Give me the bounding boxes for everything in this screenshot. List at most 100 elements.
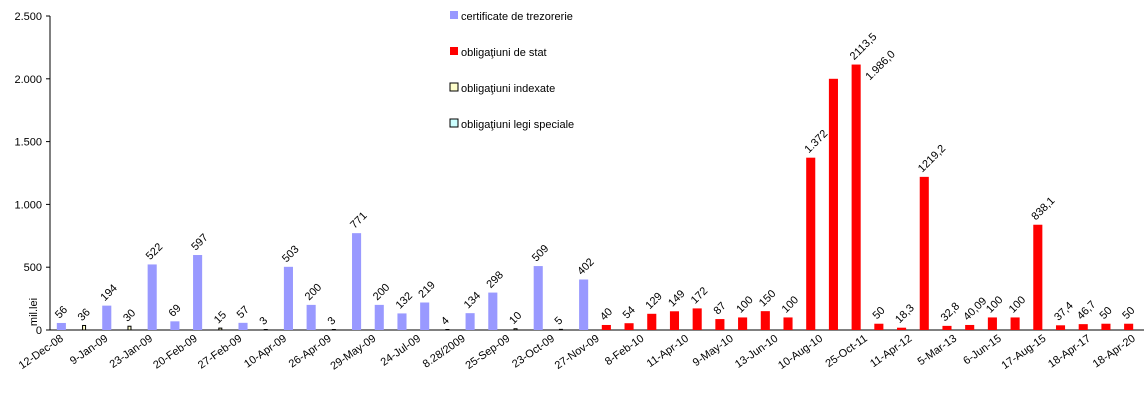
bar-data-label: 54	[621, 304, 638, 321]
bar-data-label: 194	[98, 282, 119, 303]
chart-annotation: 1.986,0	[863, 48, 897, 82]
bar-data-label: 771	[348, 210, 369, 231]
bar	[760, 311, 770, 330]
x-tick-label: 5-Mar-13	[916, 333, 959, 368]
x-tick-label: 20-Feb-09	[151, 333, 199, 372]
x-tick-label: 18-Apr-20	[1091, 333, 1138, 371]
bar	[738, 317, 748, 330]
bar	[851, 64, 861, 330]
bar	[102, 305, 112, 330]
y-tick-label: 1.500	[14, 137, 42, 149]
bar	[897, 327, 907, 330]
bar	[647, 313, 657, 330]
bar	[513, 328, 518, 331]
x-tick-label: 18-Apr-17	[1046, 333, 1093, 371]
x-tick-label: 26-Apr-09	[287, 333, 334, 371]
y-tick-label: 500	[24, 262, 42, 274]
bar-data-label: 32,8	[939, 300, 963, 324]
bar-data-label: 1.372	[802, 128, 830, 156]
x-tick-label: 8-Feb-10	[603, 333, 646, 368]
legend-label: obligaţiuni indexate	[461, 83, 555, 95]
bar-data-label: 402	[575, 256, 596, 277]
x-tick-label: 23-Oct-09	[510, 333, 557, 371]
bar-data-label: 3	[257, 315, 270, 328]
x-tick-label: 12-Dec-08	[17, 333, 66, 372]
bar	[238, 322, 248, 330]
bar-data-label: 57	[235, 304, 252, 321]
chart-axes: 0 500 1.000 1.500 2.000 2.500 mil.lei	[14, 11, 1144, 337]
bar-data-label: 69	[167, 302, 184, 319]
bar	[127, 325, 132, 331]
bar	[533, 266, 543, 330]
legend-swatch	[450, 11, 458, 19]
bar	[965, 324, 975, 330]
bar	[692, 308, 702, 330]
bar	[352, 233, 362, 330]
bar-data-label: 15	[212, 309, 229, 326]
bar	[374, 304, 384, 330]
bar-data-label: 50	[870, 305, 887, 322]
x-tick-label: 24-Jul-09	[379, 333, 423, 369]
chart-legend: certificate de trezorerie obligaţiuni de …	[449, 11, 574, 131]
bar-data-label: 522	[144, 241, 165, 262]
bar	[1010, 317, 1020, 330]
bar-data-label: 46,7	[1075, 299, 1099, 323]
bar	[397, 313, 407, 330]
bar	[445, 328, 450, 331]
x-tick-label: 27-Feb-09	[196, 333, 244, 372]
bar-data-label: 50	[1098, 305, 1115, 322]
bar-data-label: 200	[371, 282, 392, 303]
bar-data-label: 132	[394, 290, 415, 311]
chart-x-tick-labels: 12-Dec-08 9-Jan-0923-Jan-0920-Feb-0927-Fe…	[17, 333, 1138, 373]
bar	[1055, 325, 1066, 330]
bar	[465, 313, 475, 330]
legend-swatch	[449, 118, 459, 128]
x-tick-label: 13-Jun-10	[733, 333, 780, 371]
legend-label: obligaţiuni de stat	[461, 47, 547, 59]
bar-data-label: 503	[280, 243, 301, 264]
bar-data-label: 87	[712, 300, 729, 317]
bar-data-label: 50	[1120, 305, 1137, 322]
bar	[170, 321, 180, 330]
bar	[331, 329, 336, 331]
bar-data-label: 3	[325, 315, 338, 328]
bar	[147, 264, 157, 330]
bar-data-label: 100	[1007, 294, 1028, 315]
legend-label: certificate de trezorerie	[461, 11, 573, 23]
bar	[193, 255, 203, 330]
bar-data-label: 37,4	[1052, 300, 1076, 324]
legend-label: obligaţiuni legi speciale	[461, 119, 574, 131]
bar	[1124, 323, 1134, 330]
x-tick-label: 8.28/2009	[421, 333, 468, 371]
bar-data-label: 219	[416, 279, 437, 300]
bar	[919, 176, 929, 330]
x-tick-label: 9-Jan-09	[68, 333, 110, 368]
bar	[874, 323, 884, 330]
bar-data-label: 5	[553, 315, 566, 328]
bar-data-label: 100	[984, 294, 1005, 315]
x-tick-label: 9-May-10	[691, 333, 736, 369]
x-tick-label: 23-Jan-09	[108, 333, 155, 371]
x-tick-label: 25-Oct-11	[823, 333, 869, 370]
x-tick-label: 6-Jun-15	[961, 333, 1003, 368]
bar	[1101, 323, 1111, 330]
bar-data-label: 149	[666, 288, 687, 309]
bar	[283, 266, 293, 330]
bar	[420, 302, 430, 330]
bar-data-label: 36	[76, 306, 93, 323]
bar-data-label: 100	[734, 294, 755, 315]
bar-data-label: 150	[757, 288, 778, 309]
y-axis-label: mil.lei	[28, 298, 40, 326]
bar-data-label: 509	[530, 243, 551, 264]
bar	[783, 317, 793, 330]
x-tick-label: 10-Aug-10	[776, 333, 825, 372]
bar	[1033, 224, 1043, 330]
bar	[987, 317, 997, 330]
bar-data-label: 298	[484, 269, 505, 290]
y-tick-label: 2.000	[14, 74, 42, 86]
bar	[558, 328, 563, 331]
bar-data-label: 838,1	[1029, 195, 1057, 223]
bar	[1078, 324, 1088, 330]
